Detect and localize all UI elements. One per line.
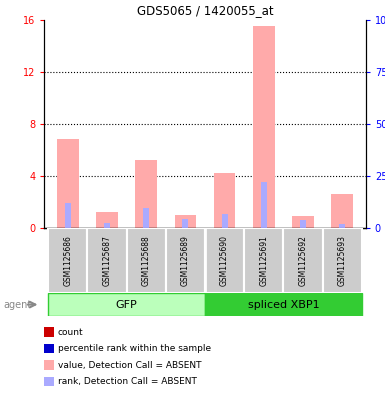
Bar: [182, 219, 188, 228]
Bar: [261, 182, 267, 228]
Bar: [127, 228, 166, 293]
Text: count: count: [58, 328, 84, 336]
Bar: [253, 26, 275, 228]
Bar: [175, 215, 196, 228]
Bar: [205, 293, 362, 316]
Text: GSM1125689: GSM1125689: [181, 235, 190, 286]
Text: GSM1125687: GSM1125687: [102, 235, 112, 286]
Bar: [300, 220, 306, 228]
Text: spliced XBP1: spliced XBP1: [248, 299, 319, 310]
Bar: [283, 228, 323, 293]
Text: GSM1125688: GSM1125688: [142, 235, 151, 286]
Bar: [57, 140, 79, 228]
Text: rank, Detection Call = ABSENT: rank, Detection Call = ABSENT: [58, 377, 197, 386]
Bar: [205, 228, 244, 293]
Bar: [48, 293, 205, 316]
Text: GSM1125691: GSM1125691: [259, 235, 268, 286]
Text: GFP: GFP: [116, 299, 137, 310]
Text: percentile rank within the sample: percentile rank within the sample: [58, 344, 211, 353]
Bar: [166, 228, 205, 293]
Text: GSM1125693: GSM1125693: [338, 235, 347, 286]
Text: agent: agent: [4, 299, 32, 310]
Text: GSM1125690: GSM1125690: [220, 235, 229, 286]
Bar: [136, 160, 157, 228]
Title: GDS5065 / 1420055_at: GDS5065 / 1420055_at: [137, 4, 273, 17]
Bar: [143, 208, 149, 228]
Bar: [339, 224, 345, 228]
Bar: [244, 228, 283, 293]
Text: GSM1125692: GSM1125692: [298, 235, 308, 286]
Text: GSM1125686: GSM1125686: [63, 235, 72, 286]
Bar: [292, 216, 314, 228]
Bar: [323, 228, 362, 293]
Text: value, Detection Call = ABSENT: value, Detection Call = ABSENT: [58, 361, 201, 369]
Bar: [331, 194, 353, 228]
Bar: [65, 203, 71, 228]
Bar: [214, 173, 235, 228]
Bar: [104, 223, 110, 228]
Bar: [222, 214, 228, 228]
Bar: [96, 212, 118, 228]
Bar: [87, 228, 127, 293]
Bar: [48, 228, 87, 293]
